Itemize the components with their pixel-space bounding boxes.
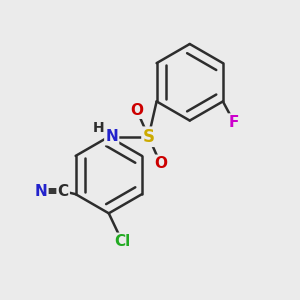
- Text: N: N: [105, 129, 118, 144]
- Text: C: C: [58, 184, 69, 199]
- Text: Cl: Cl: [114, 234, 130, 249]
- Text: H: H: [93, 121, 104, 135]
- Text: N: N: [35, 184, 47, 199]
- Text: S: S: [142, 128, 154, 146]
- Text: F: F: [229, 115, 239, 130]
- Text: O: O: [130, 103, 143, 118]
- Text: O: O: [154, 156, 167, 171]
